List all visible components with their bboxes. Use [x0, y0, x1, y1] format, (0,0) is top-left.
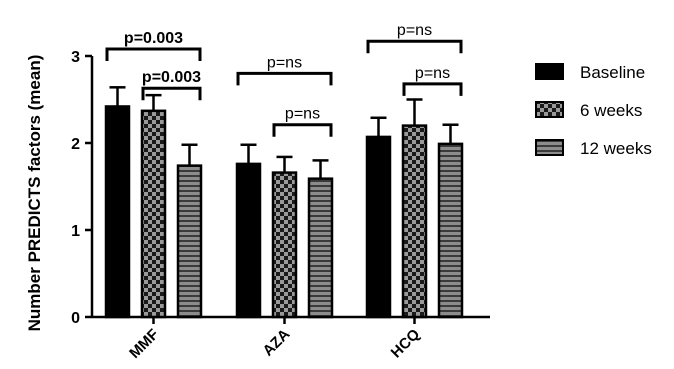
y-tick-label: 2: [71, 136, 80, 153]
bar-hcq-2: [437, 142, 464, 319]
p-value-label: p=ns: [285, 106, 320, 123]
x-tick-label-mmf: MMF: [126, 326, 162, 362]
bar-hcq-0: [365, 135, 392, 319]
p-value-label: p=ns: [415, 65, 450, 82]
bar-aza-0: [235, 162, 262, 319]
p-value-label: p=ns: [267, 54, 302, 71]
bar-aza-2: [307, 177, 334, 319]
bar-mmf-2: [176, 164, 203, 319]
significance-bracket: [236, 71, 333, 86]
legend-label-0: Baseline: [580, 63, 645, 82]
bar-mmf-0: [104, 105, 131, 319]
legend-swatch-1: [535, 101, 564, 118]
p-value-label: p=0.003: [124, 30, 183, 47]
p-value-label: p=ns: [397, 22, 432, 39]
significance-bracket: [105, 47, 202, 62]
significance-bracket: [141, 86, 202, 101]
legend-label-2: 12 weeks: [580, 139, 652, 158]
significance-bracket: [272, 123, 333, 137]
legend-swatch-2: [535, 139, 564, 156]
y-tick-label: 0: [71, 310, 80, 327]
y-axis-label: Number PREDICTS factors (mean): [25, 55, 44, 332]
x-tick-label-hcq: HCQ: [388, 326, 424, 362]
x-tick-label-aza: AZA: [260, 326, 294, 360]
legend-label-1: 6 weeks: [580, 101, 642, 120]
bar-mmf-1: [140, 109, 167, 319]
significance-bracket: [366, 39, 463, 54]
bar-hcq-1: [401, 124, 428, 319]
y-tick-label: 1: [71, 223, 80, 240]
legend: Baseline 6 weeks 12 weeks: [535, 63, 652, 158]
p-value-label: p=0.003: [142, 69, 201, 86]
legend-swatch-0: [535, 63, 564, 80]
significance-brackets: p=0.003 p=0.003 p=ns p=ns p=ns p=ns: [105, 22, 463, 137]
y-tick-label: 3: [71, 49, 80, 66]
bar-aza-1: [271, 171, 298, 319]
significance-bracket: [402, 82, 463, 96]
bars: [104, 86, 464, 319]
